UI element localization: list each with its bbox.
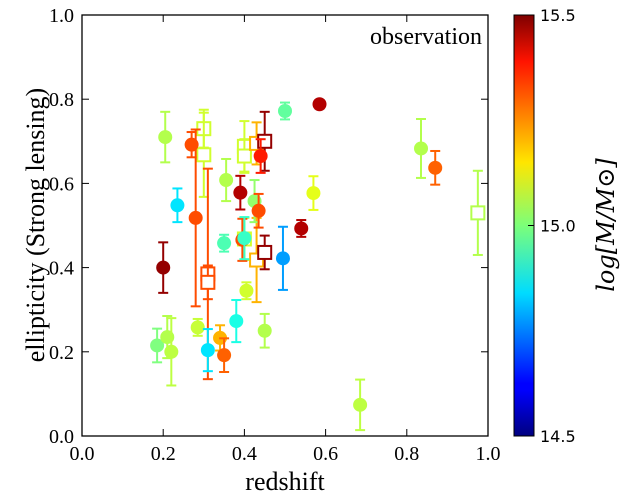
circle-point (217, 236, 232, 251)
data-marks (150, 97, 486, 432)
y-axis-label: ellipticity (Strong lensing) (21, 88, 50, 362)
x-tick-label: 1.0 (476, 443, 501, 465)
plot-frame (81, 14, 489, 437)
x-axis-label: redshift (245, 467, 325, 496)
circle-point (190, 320, 205, 335)
circle-point (312, 97, 327, 112)
y-tick-label: 0.8 (49, 89, 74, 111)
colorbar-tick-label: 15.0 (540, 217, 576, 236)
colorbar-tick-label: 14.5 (540, 427, 576, 446)
y-tick-label: 0.4 (49, 258, 74, 280)
x-tick-label: 0.2 (151, 443, 176, 465)
circle-point (239, 283, 254, 298)
square-point (200, 274, 216, 290)
y-tick-label: 0.0 (49, 426, 74, 448)
circle-point (150, 338, 165, 353)
circle-point (200, 343, 215, 358)
circle-point (219, 173, 234, 188)
x-tick-label: 0.0 (70, 443, 95, 465)
y-tick-label: 0.2 (49, 342, 74, 364)
circle-point (251, 203, 266, 218)
y-tick-label: 1.0 (49, 5, 74, 27)
colorbar-label: log[M/M⊙] (592, 158, 620, 292)
x-tick-label: 0.8 (394, 443, 419, 465)
circle-point (229, 314, 244, 329)
circle-point (257, 323, 272, 338)
circle-point (414, 141, 429, 156)
circle-point (158, 130, 173, 145)
annotation-text: observation (370, 24, 482, 50)
circle-point (237, 231, 252, 246)
colorbar-tick-label: 15.5 (540, 6, 576, 25)
colorbar: 14.5 15.0 15.5 (513, 6, 576, 446)
circle-point (217, 348, 232, 363)
y-tick-label: 0.6 (49, 173, 74, 195)
circle-point (170, 198, 185, 213)
circle-point (156, 260, 171, 275)
square-point (470, 205, 486, 221)
square-point (257, 244, 273, 260)
circle-point (188, 210, 203, 225)
circle-point (294, 221, 309, 236)
circle-point (353, 397, 368, 412)
circle-point (428, 160, 443, 175)
circle-point (233, 185, 248, 200)
x-tick-label: 0.4 (232, 443, 257, 465)
square-point (196, 147, 212, 163)
axes: 0.0 0.2 0.4 0.6 0.8 1.0 0.0 0.2 0.4 0.6 0.8 1.0 (49, 5, 501, 465)
circle-point (306, 186, 321, 201)
circle-point (253, 149, 268, 164)
square-point (236, 148, 252, 164)
circle-point (164, 344, 179, 359)
x-tick-label: 0.6 (313, 443, 338, 465)
circle-point (278, 103, 292, 118)
circle-point (275, 251, 290, 266)
